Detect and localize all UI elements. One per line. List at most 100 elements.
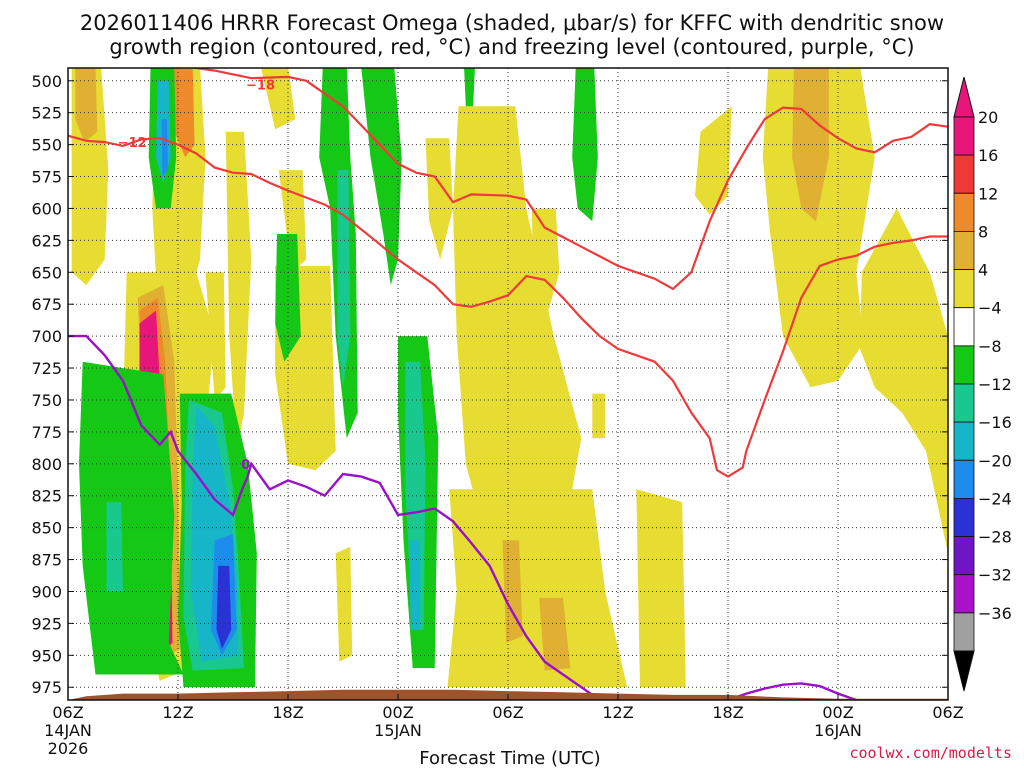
omega-region-15 bbox=[453, 106, 582, 592]
colorbar-label: −24 bbox=[978, 489, 1012, 508]
x-tick-label: 00Z bbox=[822, 703, 853, 722]
omega-region-19 bbox=[539, 597, 571, 671]
contour-lines: −18 −12 0 bbox=[68, 68, 948, 700]
omega-region-44 bbox=[572, 68, 598, 222]
y-tick-label: 750 bbox=[31, 391, 62, 410]
y-tick-label: 875 bbox=[31, 551, 62, 570]
omega-region-14 bbox=[335, 546, 353, 662]
temp-contour-0 bbox=[188, 68, 948, 291]
x-tick-label: 06Z bbox=[52, 703, 83, 722]
colorbar-label: 12 bbox=[978, 184, 998, 203]
omega-region-39 bbox=[337, 170, 351, 388]
colorbar-bin bbox=[953, 383, 975, 423]
colorbar-bin bbox=[953, 459, 975, 499]
omega-region-3 bbox=[170, 68, 195, 158]
omega-region-26 bbox=[695, 106, 732, 215]
chart-title-line-2: growth region (contoured, red, °C) and f… bbox=[109, 35, 914, 59]
colorbar-bin bbox=[953, 612, 975, 652]
omega-region-45 bbox=[464, 68, 475, 107]
y-tick-label: 725 bbox=[31, 359, 62, 378]
y-tick-label: 900 bbox=[31, 582, 62, 601]
x-tick-date: 16JAN bbox=[814, 721, 862, 740]
credit-text: coolwx.com/modelts bbox=[849, 744, 1012, 762]
omega-region-17 bbox=[447, 489, 628, 688]
omega-region-9 bbox=[225, 131, 252, 452]
x-tick-label: 18Z bbox=[272, 703, 303, 722]
x-tick-label: 06Z bbox=[932, 703, 963, 722]
omega-region-20 bbox=[531, 208, 560, 324]
y-tick-label: 575 bbox=[31, 168, 62, 187]
x-tick-date: 14JAN bbox=[44, 721, 92, 740]
y-tick-label: 950 bbox=[31, 646, 62, 665]
y-tick-label: 800 bbox=[31, 455, 62, 474]
colorbar-label: −32 bbox=[978, 566, 1012, 585]
omega-region-23 bbox=[762, 68, 875, 388]
omega-region-1 bbox=[75, 68, 98, 143]
y-tick-label: 700 bbox=[31, 327, 62, 346]
colorbar-bin bbox=[953, 154, 975, 194]
colorbar: 20 16 12 8 4 −4 −8 −12 −16 −20 −24 −28 −32 −36 bbox=[953, 76, 1012, 692]
x-tick-date: 15JAN bbox=[374, 721, 422, 740]
y-tick-label: 925 bbox=[31, 614, 62, 633]
omega-region-13 bbox=[261, 68, 296, 130]
y-tick-label: 625 bbox=[31, 231, 62, 250]
colorbar-label: 16 bbox=[978, 146, 998, 165]
omega-region-24 bbox=[792, 68, 829, 222]
omega-region-27 bbox=[79, 361, 184, 675]
colorbar-label: −16 bbox=[978, 413, 1012, 432]
x-tick-label: 18Z bbox=[712, 703, 743, 722]
colorbar-bin bbox=[953, 421, 975, 461]
colorbar-bin bbox=[953, 269, 975, 309]
temp-contour-label: −12 bbox=[118, 136, 147, 151]
colorbar-bin bbox=[953, 345, 975, 385]
grid-lines bbox=[68, 68, 948, 700]
omega-region-33 bbox=[216, 565, 232, 649]
omega-region-16 bbox=[425, 138, 453, 260]
omega-region-25 bbox=[860, 208, 948, 554]
colorbar-label: 20 bbox=[978, 108, 998, 127]
colorbar-label: −28 bbox=[978, 528, 1012, 547]
omega-region-21 bbox=[636, 489, 686, 688]
omega-region-43 bbox=[409, 540, 420, 630]
y-tick-label: 550 bbox=[31, 136, 62, 155]
y-axis-ticks: 500 525 550 575 600 625 650 675 700 725 750 775 800 8… bbox=[31, 72, 948, 697]
y-tick-label: 825 bbox=[31, 487, 62, 506]
x-axis-label: Forecast Time (UTC) bbox=[419, 748, 600, 768]
temp-contour-1 bbox=[68, 134, 948, 478]
omega-shading bbox=[71, 68, 948, 688]
colorbar-bin bbox=[953, 116, 975, 156]
y-tick-label: 500 bbox=[31, 72, 62, 91]
colorbar-bin bbox=[953, 192, 975, 232]
colorbar-bin bbox=[953, 574, 975, 614]
colorbar-bin bbox=[953, 307, 975, 347]
omega-region-37 bbox=[275, 234, 301, 362]
temp-contour-label: −18 bbox=[246, 79, 275, 94]
y-tick-label: 650 bbox=[31, 263, 62, 282]
x-tick-label: 06Z bbox=[492, 703, 523, 722]
y-tick-label: 600 bbox=[31, 199, 62, 218]
x-tick-label: 12Z bbox=[602, 703, 633, 722]
y-tick-label: 850 bbox=[31, 519, 62, 538]
omega-region-28 bbox=[106, 502, 123, 592]
omega-region-36 bbox=[161, 119, 168, 177]
colorbar-label: −8 bbox=[978, 337, 1002, 356]
y-tick-label: 775 bbox=[31, 423, 62, 442]
freezing-contour-label: 0 bbox=[241, 458, 250, 473]
colorbar-label: −36 bbox=[978, 604, 1012, 623]
colorbar-label: −12 bbox=[978, 375, 1012, 394]
freezing-contour-1 bbox=[727, 682, 857, 700]
colorbar-label: −20 bbox=[978, 451, 1012, 470]
colorbar-label: 8 bbox=[978, 222, 988, 241]
freezing-contour-0 bbox=[68, 334, 601, 700]
chart-title-line-1: 2026011406 HRRR Forecast Omega (shaded, … bbox=[80, 11, 944, 35]
x-tick-label: 12Z bbox=[162, 703, 193, 722]
y-tick-label: 675 bbox=[31, 295, 62, 314]
y-tick-label: 525 bbox=[31, 104, 62, 123]
colorbar-label: −4 bbox=[978, 299, 1002, 318]
colorbar-bin bbox=[953, 497, 975, 537]
colorbar-arrow-bottom bbox=[953, 650, 975, 692]
colorbar-bin bbox=[953, 536, 975, 576]
omega-region-22 bbox=[592, 393, 606, 439]
